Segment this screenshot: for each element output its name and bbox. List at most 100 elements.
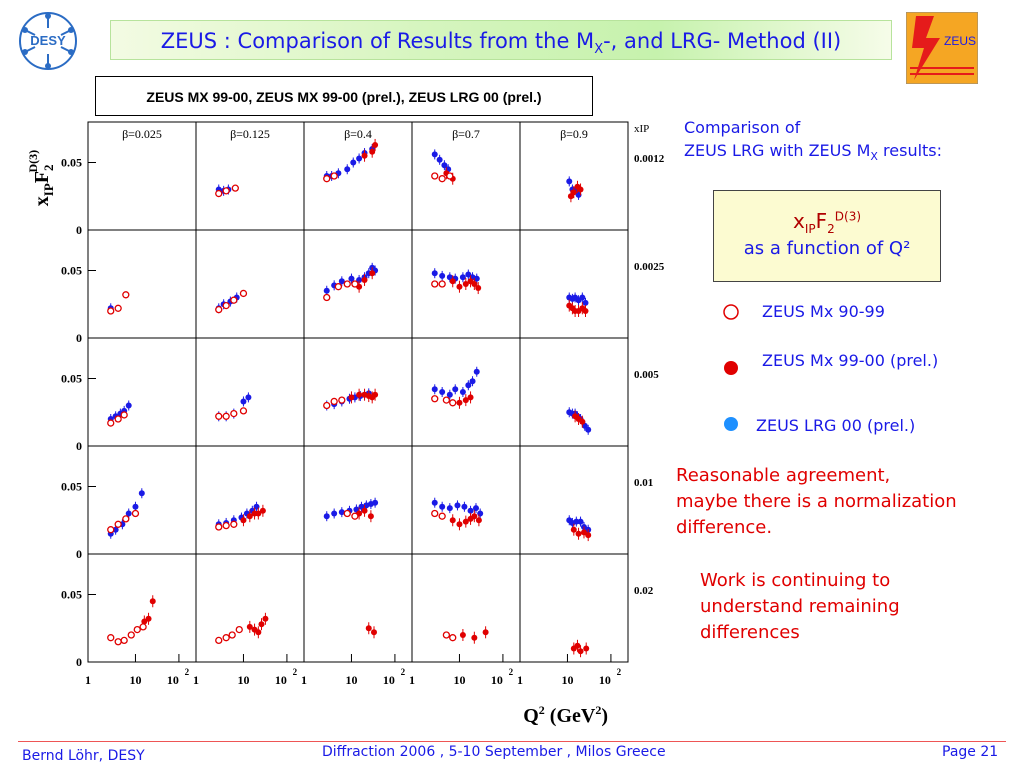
mx-prel-point <box>577 186 584 193</box>
legend-label-mx-99-00: ZEUS Mx 99-00 (prel.) <box>762 351 939 370</box>
column-label-beta: β=0.7 <box>452 127 480 141</box>
svg-text:DESY: DESY <box>30 33 66 48</box>
lrg-point <box>439 503 446 510</box>
mx-90-99-point <box>139 623 147 631</box>
lrg-point <box>331 510 338 517</box>
mx-90-99-point <box>239 289 248 298</box>
mx-prel-point <box>575 530 582 537</box>
legend-marker-filled-red <box>724 361 738 375</box>
row-label-xip: 0.0012 <box>634 153 665 165</box>
y-tick-label: 0.05 <box>61 372 82 386</box>
panel-frame <box>519 229 629 339</box>
lrg-point <box>573 518 580 525</box>
lrg-point <box>454 502 461 509</box>
mx-90-99-point <box>239 407 248 415</box>
lrg-point <box>356 155 363 162</box>
mx-90-99-point <box>235 625 243 634</box>
plot-header-text: ZEUS MX 99-00, ZEUS MX 99-00 (prel.), ZE… <box>146 89 542 105</box>
panel-frame <box>195 337 305 447</box>
row-label-xip: 0.005 <box>634 369 659 381</box>
lrg-point <box>356 276 363 283</box>
lrg-point <box>338 278 345 285</box>
x-tick-label: 10 <box>345 673 357 687</box>
x-tick-label: 10 <box>167 673 179 687</box>
mx-90-99-point <box>438 280 446 288</box>
x-tick-label: 10 <box>129 673 141 687</box>
mx-prel-point <box>475 517 482 524</box>
mx-90-99-point <box>215 305 223 314</box>
x-tick-label: 1 <box>409 673 415 687</box>
mx-prel-point <box>475 285 482 292</box>
mx-90-99-point <box>107 526 115 534</box>
mx-prel-point <box>449 517 456 524</box>
mx-90-99-point <box>446 172 454 180</box>
panel-frame <box>303 553 413 663</box>
x-tick-label-exponent: 2 <box>617 667 622 677</box>
lrg-point <box>348 275 355 282</box>
mx-prel-point <box>471 634 478 641</box>
x-tick-label: 10 <box>561 673 573 687</box>
footer-divider <box>18 741 1006 742</box>
mx-90-99-point <box>230 409 238 418</box>
lrg-point <box>469 378 476 385</box>
x-tick-label-exponent: 2 <box>293 667 298 677</box>
mx-90-99-point <box>442 396 451 404</box>
mx-prel-point <box>258 621 265 628</box>
lrg-point <box>579 294 586 301</box>
legend-marker-open-red <box>723 304 739 320</box>
legend-label-lrg-00: ZEUS LRG 00 (prel.) <box>756 416 916 435</box>
mx-90-99-point <box>127 631 135 639</box>
svg-text:ZEUS: ZEUS <box>944 34 976 48</box>
panel-frame <box>195 229 305 339</box>
mx-prel-point <box>459 632 466 638</box>
mx-prel-point <box>482 629 489 636</box>
lrg-point <box>459 274 466 281</box>
mx-90-99-point <box>449 634 457 642</box>
slide-title-bar: ZEUS : Comparison of Results from the MX… <box>110 20 892 60</box>
mx-prel-point <box>456 399 463 406</box>
mx-prel-point <box>456 521 463 528</box>
footer-conference: Diffraction 2006 , 5-10 September , Milo… <box>322 744 666 760</box>
y-tick-label: 0.05 <box>61 480 82 494</box>
mx-90-99-point <box>338 396 346 404</box>
lrg-point <box>441 162 448 169</box>
quantity-subtitle: as a function of Q² <box>743 238 911 259</box>
mx-90-99-point <box>323 401 331 410</box>
lrg-point <box>323 287 330 294</box>
continuing-note-line1: Work is continuing to <box>700 570 891 591</box>
mx-prel-point <box>369 270 376 277</box>
mx-90-99-point <box>107 419 115 427</box>
panel-frame <box>519 445 629 555</box>
mx-90-99-point <box>228 631 236 639</box>
lrg-point <box>446 505 453 512</box>
panel-frame <box>411 553 521 663</box>
mx-90-99-point <box>442 631 451 639</box>
lrg-point <box>112 526 119 533</box>
mx-prel-point <box>471 281 478 287</box>
mx-90-99-point <box>215 636 223 645</box>
x-tick-label: 1 <box>517 673 523 687</box>
mx-90-99-point <box>431 395 439 403</box>
mx-90-99-point <box>449 399 457 407</box>
lrg-point <box>477 510 484 517</box>
legend-markers <box>723 304 739 431</box>
mx-90-99-point <box>114 520 122 528</box>
x-tick-label: 1 <box>301 673 307 687</box>
lrg-point <box>473 368 480 375</box>
mx-prel-point <box>449 278 456 285</box>
x-tick-label-exponent: 2 <box>401 667 406 677</box>
mx-prel-point <box>577 648 584 655</box>
column-label-beta: β=0.4 <box>344 127 372 141</box>
mx-90-99-point <box>215 412 223 420</box>
y-tick-label: 0 <box>76 223 82 237</box>
comparison-text-line1: Comparison of <box>684 118 801 137</box>
mx-90-99-point <box>114 638 122 646</box>
panel-frame <box>87 445 197 555</box>
mx-90-99-point <box>122 291 130 299</box>
mx-90-99-point <box>343 509 351 518</box>
row-axis-label-xip: xIP <box>634 123 649 135</box>
mx-90-99-point <box>431 280 439 288</box>
agreement-note-line2: maybe there is a normalization <box>676 491 957 512</box>
continuing-note-line2: understand remaining <box>700 596 900 617</box>
x-tick-label: 10 <box>383 673 395 687</box>
